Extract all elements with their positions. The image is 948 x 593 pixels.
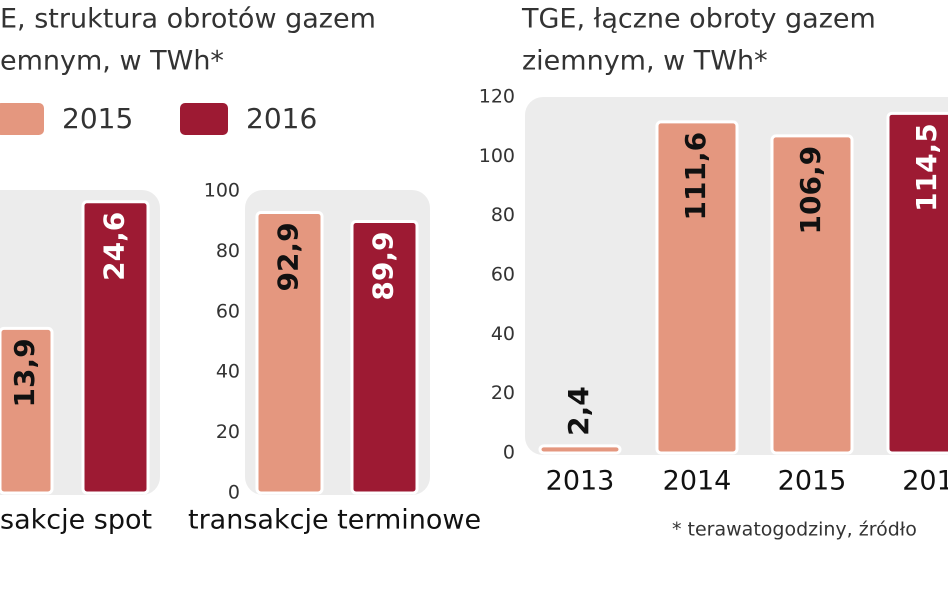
footnote: * terawatogodziny, źródło: [672, 519, 917, 541]
x-tick-label: 201: [902, 466, 948, 497]
y-tick-label: 60: [491, 264, 515, 286]
value-label: 111,6: [679, 132, 712, 221]
x-tick-label: transakcje terminowe: [188, 505, 481, 536]
chart-title: TGE, łączne obroty gazem: [521, 4, 876, 35]
y-tick-label: 40: [216, 361, 240, 383]
value-label: 114,5: [910, 123, 943, 212]
bar: [255, 210, 324, 495]
y-tick-label: 20: [491, 382, 515, 404]
bar: [350, 220, 419, 495]
y-tick-label: 100: [204, 180, 240, 202]
value-label: 24,6: [98, 212, 131, 281]
y-tick-label: 120: [479, 86, 515, 108]
chart-title: ziemnym, w TWh*: [522, 46, 768, 77]
y-tick-label: 60: [216, 300, 240, 322]
value-label: 13,9: [8, 338, 41, 407]
y-tick-label: 0: [228, 482, 240, 504]
y-tick-label: 20: [216, 421, 240, 443]
y-tick-label: 80: [216, 240, 240, 262]
x-tick-label: sakcje spot: [0, 505, 152, 536]
legend-swatch: [0, 103, 44, 135]
y-tick-label: 80: [491, 204, 515, 226]
bar: [81, 200, 150, 495]
y-tick-label: 100: [479, 145, 515, 167]
bar: [886, 111, 948, 455]
bar: [0, 326, 54, 495]
chart-title: emnym, w TWh*: [0, 46, 224, 77]
bar: [655, 120, 739, 455]
value-label: 106,9: [794, 146, 827, 235]
value-label: 89,9: [367, 232, 400, 301]
value-label: 92,9: [272, 222, 305, 291]
value-label: 2,4: [562, 386, 595, 436]
bar: [538, 444, 622, 455]
x-tick-label: 2015: [778, 466, 847, 497]
legend-swatch: [180, 103, 228, 135]
x-tick-label: 2013: [546, 466, 615, 497]
x-tick-label: 2014: [663, 466, 732, 497]
bar: [770, 134, 854, 455]
legend-label: 2015: [62, 102, 133, 135]
chart-title: E, struktura obrotów gazem: [0, 4, 376, 35]
y-tick-label: 40: [491, 323, 515, 345]
y-tick-label: 0: [503, 442, 515, 464]
legend-label: 2016: [246, 102, 317, 135]
